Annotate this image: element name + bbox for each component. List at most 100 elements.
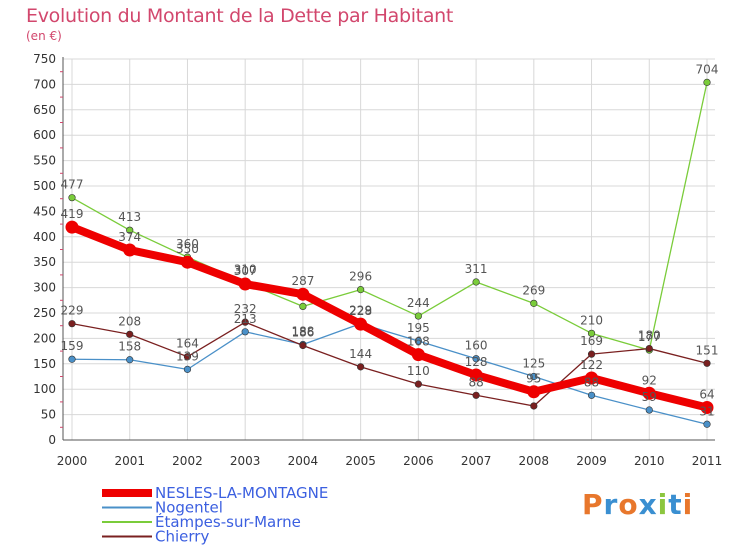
x-tick-label: 2008: [519, 454, 550, 468]
chart-subtitle: (en €): [26, 29, 62, 43]
y-tick-label: 650: [33, 103, 56, 117]
data-point: [414, 380, 422, 388]
data-label: 477: [61, 178, 84, 192]
data-label: 229: [349, 304, 372, 318]
data-point: [296, 287, 310, 301]
logo-letter: x: [638, 488, 658, 521]
data-point: [357, 286, 365, 294]
data-point: [123, 243, 137, 257]
y-tick-label: 200: [33, 331, 56, 345]
data-label: 88: [468, 375, 483, 389]
data-point: [414, 312, 422, 320]
x-tick-label: 2002: [172, 454, 203, 468]
y-tick-label: 450: [33, 204, 56, 218]
data-label: 704: [696, 62, 719, 76]
data-point: [241, 318, 249, 326]
proxiti-logo: Proxiti: [582, 488, 693, 521]
x-tick-label: 2007: [461, 454, 492, 468]
data-label: 168: [407, 335, 430, 349]
logo-letter: i: [657, 488, 669, 521]
x-tick-label: 2001: [114, 454, 145, 468]
data-label: 164: [176, 337, 199, 351]
data-label: 311: [465, 262, 488, 276]
data-point: [183, 353, 192, 361]
data-point: [530, 372, 538, 381]
data-label: 296: [349, 270, 372, 284]
data-point: [645, 344, 653, 353]
data-point: [469, 368, 483, 382]
data-point: [703, 78, 711, 86]
x-tick-label: 2005: [345, 454, 376, 468]
y-tick-label: 550: [33, 154, 56, 168]
data-point: [587, 350, 596, 358]
logo-letter: r: [603, 488, 619, 521]
series-line-0: [68, 223, 711, 412]
data-label: 92: [642, 373, 657, 387]
data-point: [357, 363, 365, 371]
data-point: [126, 330, 134, 338]
data-point: [299, 341, 307, 350]
x-tick-label: 2010: [634, 454, 665, 468]
data-label: 307: [234, 264, 257, 278]
data-label: 64: [699, 387, 714, 401]
data-point: [585, 371, 599, 385]
y-tick-label: 300: [33, 281, 56, 295]
y-tick-label: 350: [33, 255, 56, 269]
data-point: [126, 226, 134, 234]
data-label: 186: [291, 326, 314, 340]
data-label: 188: [291, 324, 314, 338]
data-label: 158: [118, 340, 141, 354]
data-point: [68, 355, 76, 363]
data-point: [530, 299, 538, 307]
data-label: 160: [465, 339, 488, 353]
data-point: [472, 278, 480, 286]
legend-label: Nogentel: [155, 499, 223, 517]
y-tick-label: 700: [33, 77, 56, 91]
data-point: [65, 220, 79, 234]
x-tick-label: 2011: [692, 454, 723, 468]
data-point: [587, 391, 596, 399]
data-point: [411, 348, 425, 362]
data-point: [645, 406, 653, 414]
data-point: [642, 386, 656, 400]
logo-letter: t: [668, 488, 683, 521]
data-label: 59: [642, 390, 657, 404]
series-line-1: [71, 323, 708, 425]
data-point: [414, 337, 422, 345]
data-point: [587, 329, 596, 337]
data-label: 195: [407, 321, 430, 335]
data-label: 228: [349, 304, 372, 318]
data-label: 208: [118, 314, 141, 328]
data-point: [180, 255, 194, 269]
data-label: 350: [176, 242, 199, 256]
data-point: [241, 328, 249, 336]
y-tick-label: 100: [33, 382, 56, 396]
data-label: 232: [234, 302, 257, 316]
data-label: 213: [234, 312, 257, 326]
logo-letter: i: [682, 488, 694, 521]
logo-letter: o: [618, 488, 639, 521]
data-point: [183, 365, 192, 373]
data-label: 31: [699, 404, 714, 418]
data-point: [703, 359, 711, 367]
data-point: [68, 194, 76, 202]
data-label: 269: [522, 283, 545, 297]
y-tick-label: 750: [33, 52, 56, 66]
data-label: 360: [176, 237, 199, 251]
data-point: [238, 277, 252, 291]
y-tick-label: 0: [48, 433, 56, 447]
data-label: 169: [580, 334, 603, 348]
data-label: 310: [234, 263, 257, 277]
y-tick-label: 600: [33, 128, 56, 142]
data-label: 413: [118, 210, 141, 224]
data-point: [472, 355, 480, 363]
data-label: 122: [580, 358, 603, 372]
y-tick-label: 500: [33, 179, 56, 193]
data-point: [527, 385, 541, 399]
y-tick-label: 250: [33, 306, 56, 320]
data-label: 139: [176, 349, 199, 363]
data-point: [530, 402, 538, 410]
data-label: 125: [522, 357, 545, 371]
